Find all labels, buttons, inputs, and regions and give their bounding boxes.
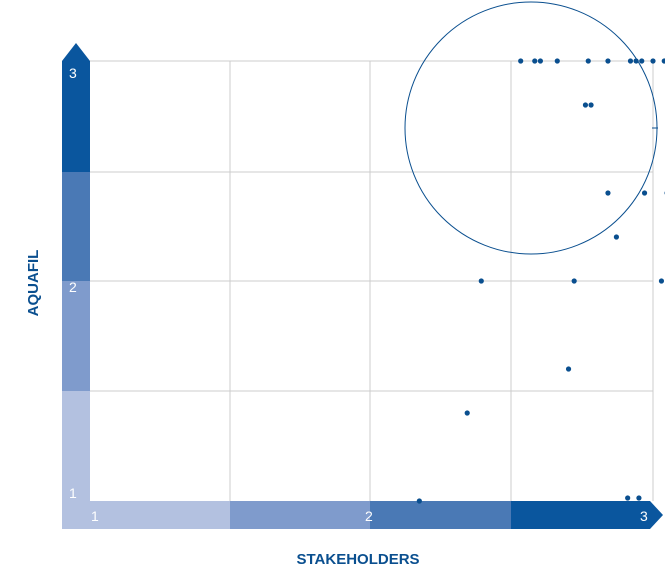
data-point (571, 278, 577, 284)
y-band-3 (62, 172, 90, 281)
x-band-1 (62, 501, 230, 529)
x-tick-label: 1 (91, 508, 99, 524)
data-point (554, 58, 560, 64)
x-band-arrow (511, 501, 663, 529)
data-point (585, 58, 591, 64)
data-point (641, 190, 648, 196)
y-tick-label: 1 (69, 485, 77, 501)
data-point (658, 278, 665, 284)
data-point (605, 58, 611, 64)
x-band-3 (370, 501, 511, 529)
y-band-1 (62, 391, 90, 501)
data-point (636, 495, 642, 501)
data-point (518, 58, 524, 64)
grid (90, 60, 654, 501)
y-band-arrow (62, 43, 90, 172)
x-axis-bands (62, 501, 663, 529)
data-point (650, 58, 656, 64)
data-point (625, 495, 631, 501)
x-tick-label: 2 (365, 508, 373, 524)
data-point (613, 234, 620, 240)
data-point (478, 278, 484, 284)
highlight-circle (404, 1, 658, 255)
data-point (605, 190, 611, 196)
data-point (588, 102, 594, 108)
y-axis-title: AQUAFIL (25, 250, 42, 317)
data-point (661, 58, 665, 64)
y-axis-bands (62, 43, 90, 501)
y-band-2 (62, 281, 90, 391)
data-point (627, 58, 634, 64)
data-point (464, 410, 470, 416)
data-point (582, 102, 589, 108)
x-tick-label: 3 (640, 508, 648, 524)
x-band-2 (230, 501, 370, 529)
data-point (532, 58, 538, 64)
data-point (639, 58, 645, 64)
data-points (416, 58, 665, 504)
y-tick-label: 2 (69, 279, 77, 295)
data-point (565, 366, 572, 372)
x-axis-title: STAKEHOLDERS (296, 551, 419, 568)
data-point (537, 58, 544, 64)
data-point (633, 58, 639, 64)
y-tick-label: 3 (69, 65, 77, 81)
data-point (416, 498, 422, 504)
